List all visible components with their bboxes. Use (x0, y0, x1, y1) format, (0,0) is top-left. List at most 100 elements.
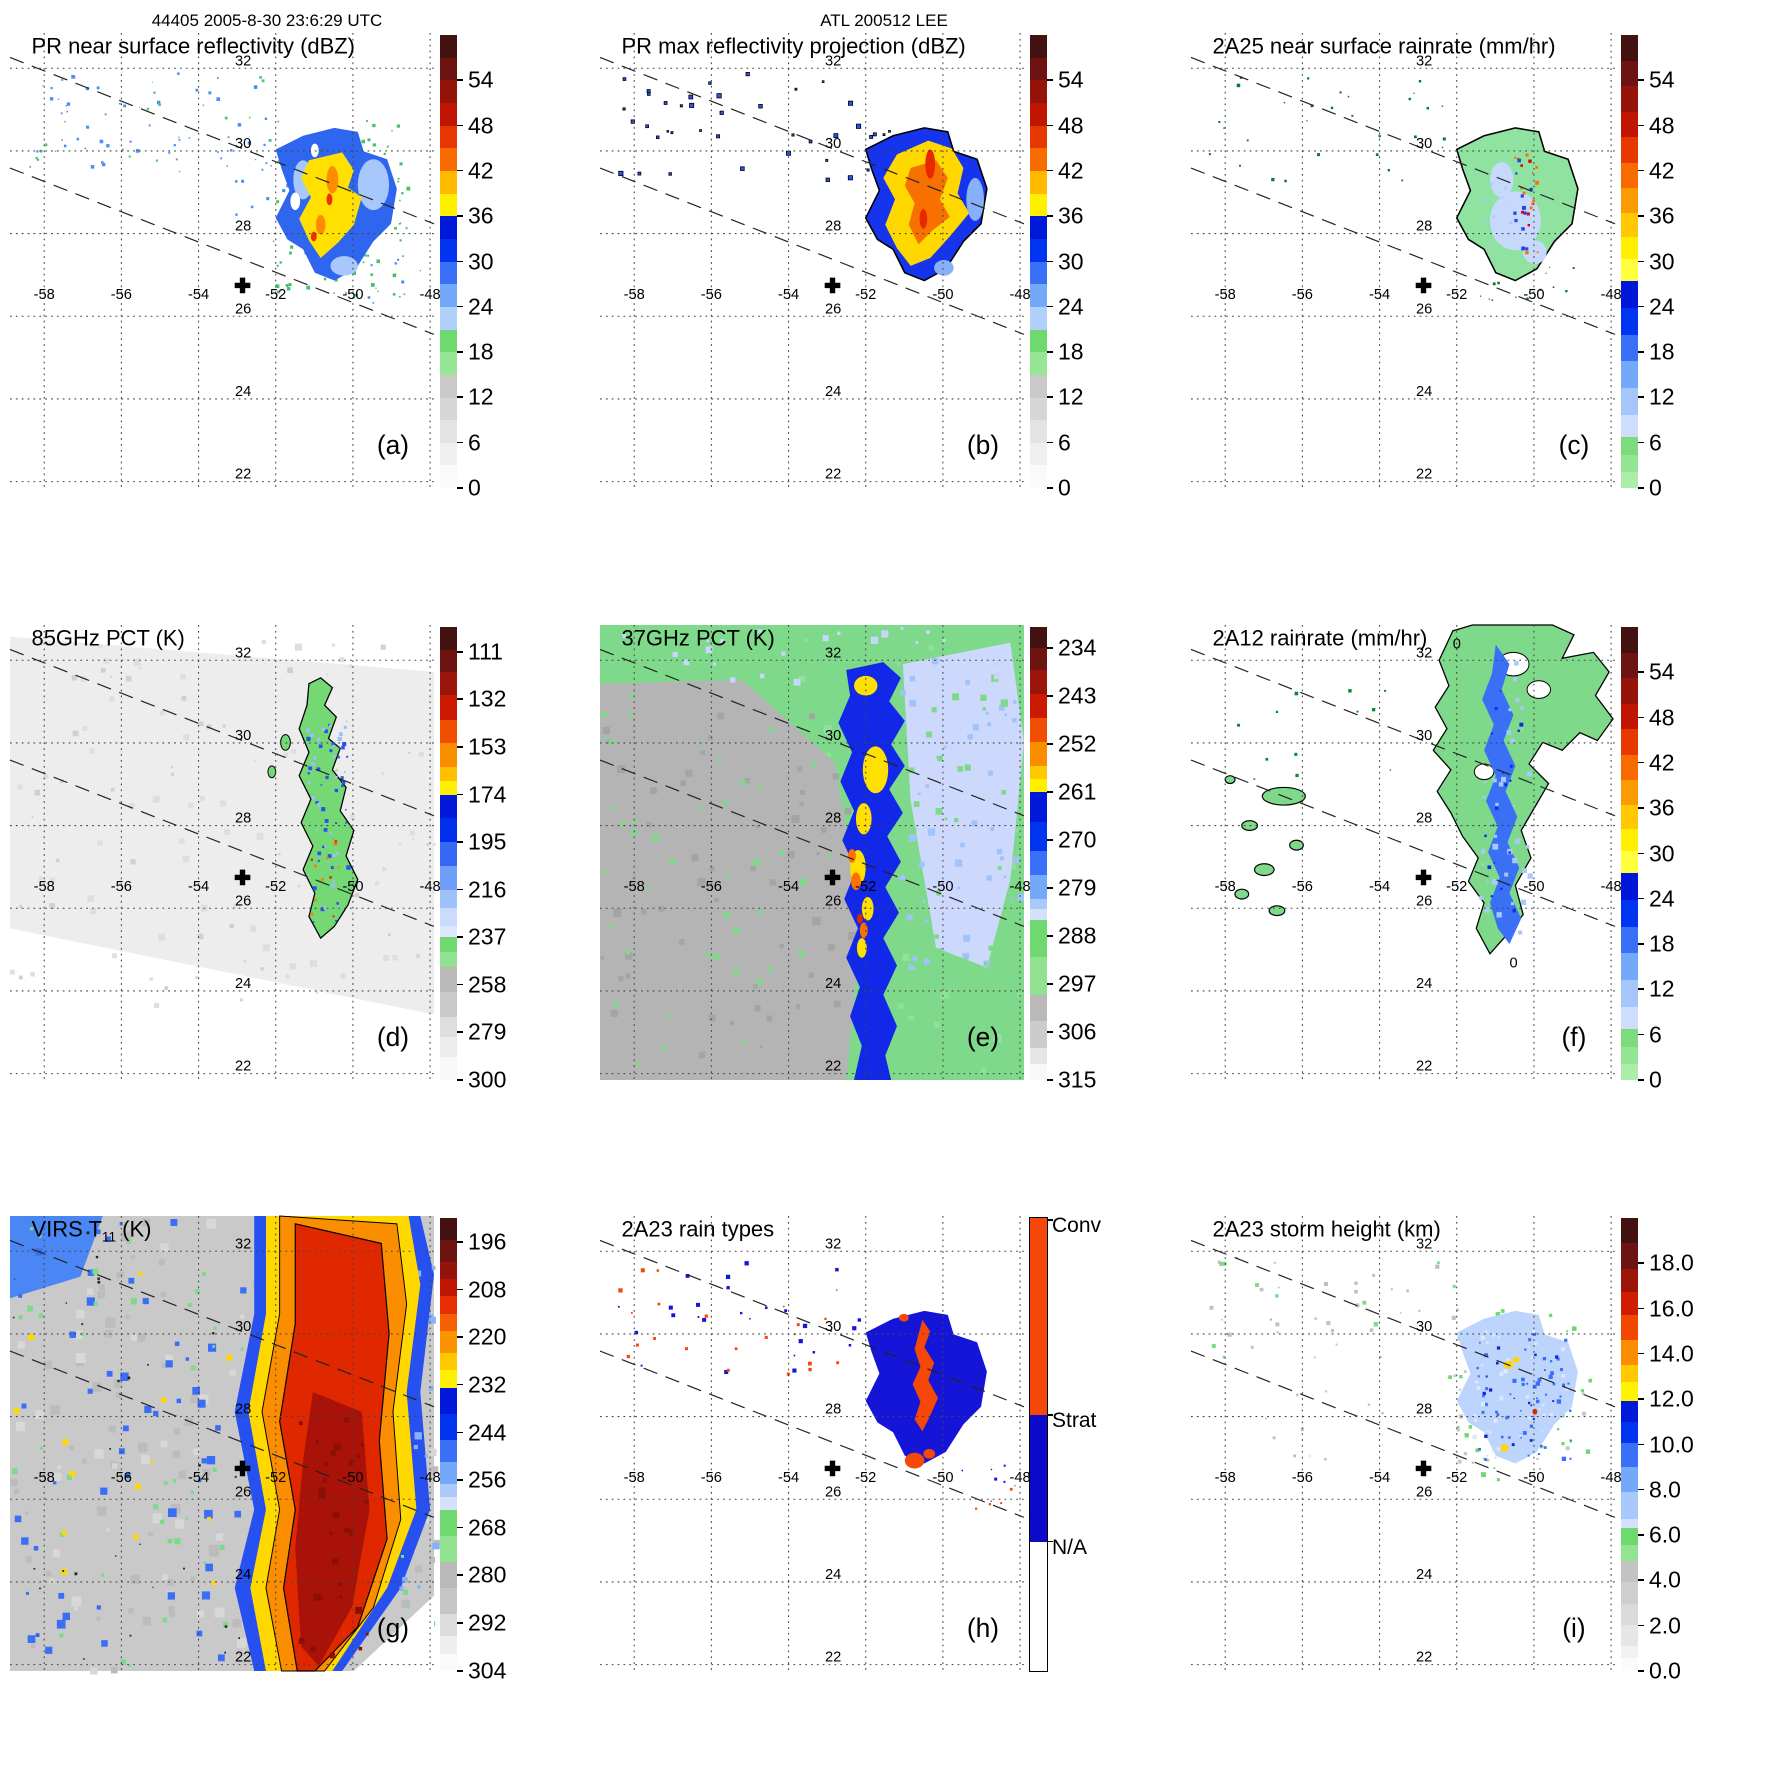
colorbar-segment (440, 781, 457, 795)
speckle-cluster (1513, 158, 1533, 251)
colorbar-segment (1030, 148, 1047, 171)
map-blob (1473, 763, 1495, 781)
colorbar-segment (440, 397, 457, 421)
colorbar-tick-label: 30 (468, 248, 494, 274)
colorbar-segment (1621, 1519, 1638, 1528)
colorbar-segment (440, 1636, 457, 1654)
panel-e: 32 30 28 26 24 22 -58 -56 -54 -52 -50 -48 37GHz PCT … (590, 592, 1180, 1182)
colorbar-tickmark (1638, 1352, 1644, 1355)
map-blob (898, 1313, 909, 1322)
colorbar-segment (440, 193, 457, 217)
colorbar-segment (440, 1535, 457, 1563)
storm-feature (299, 152, 362, 259)
lon-label: -50 (1523, 879, 1544, 895)
storm-feature (1482, 644, 1522, 944)
speckle-cluster (310, 838, 340, 916)
panel-map-h: 32 30 28 26 24 22 -58 -56 -54 -52 -50 -48 2A23 rain … (599, 1216, 1031, 1671)
speckle-cluster (618, 72, 854, 182)
colorbar-segment (1030, 306, 1047, 330)
colorbar-segment (1621, 829, 1638, 852)
colorbar-tickmark (1047, 260, 1053, 263)
speckle-cluster (1479, 661, 1533, 935)
colorbar-segment (1621, 1006, 1638, 1029)
lat-label: 30 (1416, 136, 1432, 152)
colorbar-tickmark (457, 746, 463, 748)
storm-name-header: ATL 200512 LEE (820, 11, 948, 30)
lon-label: -56 (111, 287, 132, 303)
colorbar-tickmark (1638, 351, 1644, 353)
map-blob (1512, 1356, 1520, 1363)
colorbar-segment (1030, 1218, 1047, 1416)
storm-center-marker (824, 277, 841, 294)
colorbar-tick-label: 54 (468, 66, 494, 93)
colorbar-tick-label: 12 (468, 383, 494, 410)
lon-label: -52 (855, 879, 876, 895)
colorbar-segment (440, 80, 457, 103)
speckle-cluster (617, 1261, 862, 1375)
colorbar-segment (440, 284, 457, 307)
lon-label: -54 (778, 879, 799, 895)
panel-b: 32 30 28 26 24 22 -58 -56 -54 -52 -50 -48 PR max ref… (590, 0, 1180, 590)
colorbar-tick-label: 12 (1649, 383, 1675, 410)
colorbar-segment (440, 1218, 457, 1240)
panel-title-d: 85GHz PCT (K) (31, 626, 184, 651)
lat-label: 24 (1416, 1567, 1432, 1583)
colorbar-segment (440, 842, 457, 866)
colorbar-segment (440, 1483, 457, 1497)
colorbar-tickmark (1047, 1414, 1053, 1416)
lat-label: 24 (235, 384, 251, 400)
colorbar-segment (440, 1313, 457, 1332)
speckle-cluster (353, 258, 421, 304)
colorbar-tickmark (457, 1526, 463, 1529)
colorbar-segment (440, 1509, 457, 1536)
colorbar-segment (1621, 86, 1638, 112)
colorbar-tickmark (1047, 982, 1053, 985)
lat-label: 30 (235, 1319, 251, 1335)
colorbar-segment (1030, 627, 1047, 649)
colorbar-segment (440, 261, 457, 285)
colorbar-tickmark (457, 1288, 463, 1291)
colorbar-tick-label: 279 (468, 1018, 507, 1045)
lat-label: 22 (235, 1059, 251, 1075)
speckle-cluster (1482, 1346, 1559, 1447)
lat-label: 32 (1416, 1236, 1432, 1252)
lat-label: 28 (825, 811, 841, 827)
colorbar-tickmark (457, 351, 463, 353)
storm-center-marker (824, 869, 841, 886)
panel-d: 32 30 28 26 24 22 -58 -56 -54 -52 -50 -48 85GHz PCT … (0, 592, 590, 1182)
map-blob (1234, 888, 1250, 900)
colorbar-tick-label: 24 (1058, 293, 1084, 320)
colorbar-tick-label: 261 (1058, 778, 1097, 805)
colorbar-tickmark (457, 1574, 463, 1576)
speckle-cluster (961, 1464, 1006, 1502)
colorbar-segment (1621, 980, 1638, 1007)
graticule (10, 1216, 434, 1671)
colorbar-tick-label: 0 (468, 474, 481, 501)
colorbar-tickmark (457, 169, 463, 172)
colorbar-tick-label: 12 (1058, 383, 1084, 410)
colorbar-tickmark (1047, 1219, 1053, 1221)
swath-edge-lines (599, 1239, 1025, 1518)
lon-label: -58 (624, 1470, 645, 1486)
lat-label: 26 (825, 1484, 841, 1500)
colorbar-tick-label: 304 (468, 1657, 507, 1684)
colorbar-tickmark (1638, 169, 1644, 172)
colorbar-tick-label: 0 (1649, 1066, 1662, 1093)
colorbar-segment (440, 374, 457, 398)
colorbar-tick-label: 244 (468, 1419, 507, 1446)
colorbar-tickmark (1047, 647, 1053, 649)
panel-map-d: 32 30 28 26 24 22 -58 -56 -54 -52 -50 -48 85GHz PCT … (9, 625, 441, 1080)
map-blob (919, 209, 928, 229)
lat-label: 30 (825, 136, 841, 152)
map-blob (856, 913, 863, 924)
speckle-cluster (618, 1268, 840, 1376)
colorbar-tickmark (457, 841, 463, 843)
colorbar-tickmark (1638, 260, 1644, 263)
map-blob (1289, 839, 1304, 851)
panel-h: 32 30 28 26 24 22 -58 -56 -54 -52 -50 -48 2A23 rain … (590, 1183, 1180, 1771)
lon-label: -56 (111, 879, 132, 895)
colorbar-tick-label: 2.0 (1649, 1612, 1681, 1639)
speckle-cluster (1208, 76, 1446, 183)
colorbar-tick-label: 216 (468, 876, 507, 903)
